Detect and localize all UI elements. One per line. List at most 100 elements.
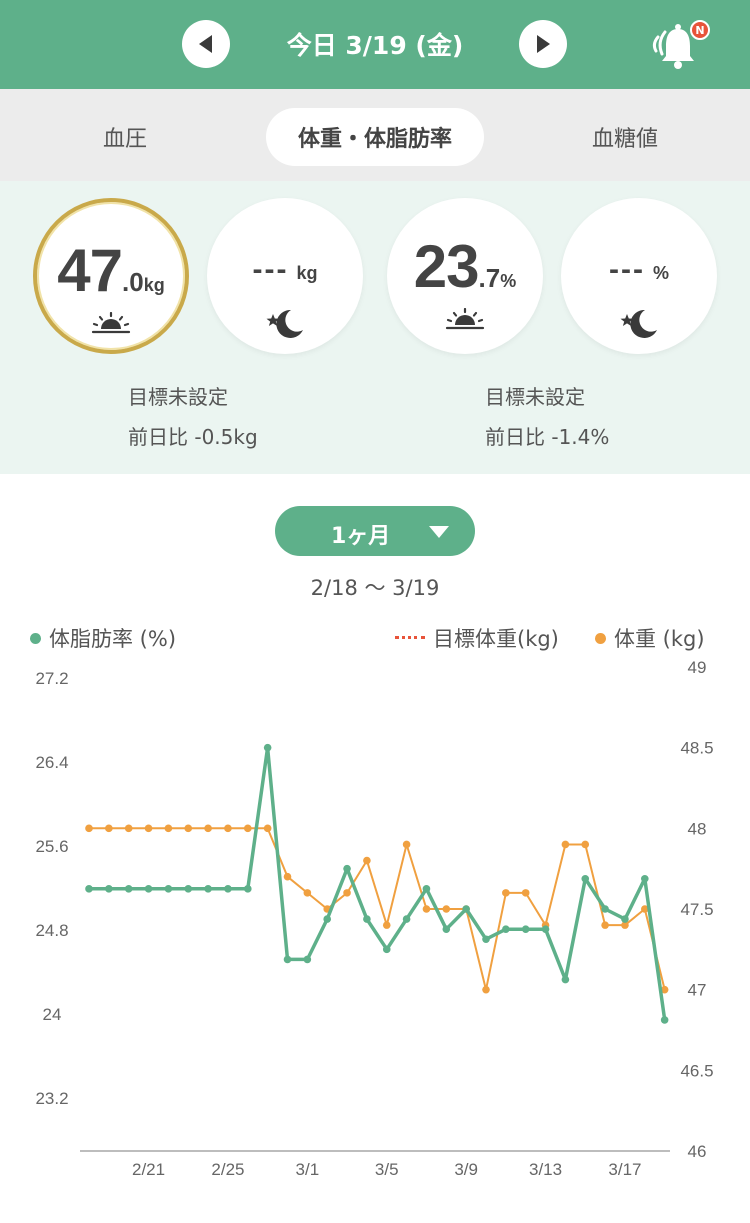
moon-star-icon bbox=[620, 309, 657, 338]
weight-morning-dec: .0 bbox=[122, 267, 144, 297]
right-axis-tick: 48 bbox=[688, 819, 707, 838]
x-axis-tick: 2/25 bbox=[211, 1160, 244, 1179]
bodyfat-data-point bbox=[422, 885, 431, 893]
bodyfat-data-point bbox=[502, 925, 510, 933]
bodyfat-data-point bbox=[263, 743, 272, 752]
next-day-button[interactable] bbox=[519, 20, 567, 68]
x-axis-tick: 2/21 bbox=[132, 1160, 165, 1179]
weight-night-unit: kg bbox=[296, 263, 318, 283]
summary-panel: 47.0kg --- kg 23.7% bbox=[0, 181, 750, 474]
notification-button[interactable]: N bbox=[645, 20, 710, 70]
bodyfat-data-point bbox=[184, 885, 193, 893]
weight-data-point bbox=[382, 921, 391, 929]
weight-data-point bbox=[482, 985, 490, 994]
bodyfat-data-point bbox=[561, 975, 570, 984]
notification-badge: N bbox=[690, 20, 710, 40]
bodyfat-night-circle[interactable]: ---% bbox=[561, 198, 717, 354]
bodyfat-morning-circle[interactable]: 23.7% bbox=[387, 198, 543, 354]
bodyfat-goal-text: 目標未設定 bbox=[485, 385, 585, 409]
x-axis-tick: 3/13 bbox=[529, 1160, 562, 1179]
bodyfat-data-point bbox=[641, 874, 649, 883]
tab-blood-glucose[interactable]: 血糖値 bbox=[591, 127, 658, 152]
right-axis-tick: 47.5 bbox=[680, 900, 713, 919]
bodyfat-data-point bbox=[343, 864, 351, 873]
weight-data-point bbox=[621, 921, 629, 929]
left-axis-tick: 27.2 bbox=[35, 669, 68, 688]
weight-data-point bbox=[660, 985, 669, 994]
prev-day-button[interactable] bbox=[182, 20, 230, 68]
bodyfat-data-point bbox=[283, 955, 292, 964]
triangle-right-icon bbox=[537, 35, 550, 53]
weight-data-point bbox=[204, 824, 212, 833]
weight-data-point bbox=[641, 905, 649, 913]
left-axis-tick: 24.8 bbox=[35, 921, 68, 940]
weight-goal-text: 目標未設定 bbox=[128, 385, 228, 409]
weight-data-point bbox=[244, 824, 252, 833]
bodyfat-data-point bbox=[482, 935, 490, 944]
tab-weight-bodyfat[interactable]: 体重・体脂肪率 bbox=[266, 108, 484, 166]
weight-data-point bbox=[402, 840, 411, 849]
weight-data-point bbox=[442, 905, 451, 913]
weight-data-point bbox=[502, 889, 510, 897]
period-dropdown[interactable]: 1ヶ月 bbox=[275, 506, 475, 556]
bodyfat-morning-unit: % bbox=[500, 271, 517, 291]
legend-weight: 体重 (kg) bbox=[595, 623, 705, 653]
weight-data-point bbox=[164, 824, 173, 833]
bodyfat-data-point bbox=[541, 925, 550, 933]
left-axis-tick: 24 bbox=[43, 1005, 62, 1024]
bodyfat-data-point bbox=[581, 874, 590, 883]
bodyfat-data-point bbox=[164, 885, 173, 893]
x-axis-tick: 3/1 bbox=[296, 1160, 320, 1179]
bodyfat-data-point bbox=[85, 885, 93, 893]
legend-dot-icon bbox=[30, 632, 41, 644]
weight-data-point bbox=[521, 889, 530, 897]
bodyfat-data-point bbox=[382, 945, 391, 954]
right-axis-tick: 48.5 bbox=[680, 739, 713, 758]
left-axis-tick: 23.2 bbox=[35, 1089, 68, 1108]
chevron-down-icon bbox=[429, 526, 449, 538]
weight-data-point bbox=[144, 824, 153, 833]
weight-night-circle[interactable]: --- kg bbox=[207, 198, 363, 354]
bodyfat-data-point bbox=[204, 885, 212, 893]
date-range: 2/18 〜 3/19 bbox=[310, 576, 440, 600]
legend-bodyfat: 体脂肪率 (%) bbox=[30, 623, 176, 653]
bodyfat-night-unit: % bbox=[652, 263, 669, 283]
weight-morning-unit: kg bbox=[143, 275, 165, 295]
legend-dot-icon bbox=[595, 632, 606, 644]
bodyfat-data-point bbox=[660, 1016, 669, 1024]
bodyfat-morning-dec: .7 bbox=[478, 263, 501, 293]
bodyfat-series-line bbox=[89, 745, 667, 1021]
bodyfat-data-point bbox=[224, 885, 232, 893]
weight-data-point bbox=[581, 840, 590, 849]
right-axis-tick: 47 bbox=[688, 981, 707, 1000]
bodyfat-morning-int: 23 bbox=[413, 233, 480, 300]
weight-bodyfat-chart: 27.2 26.4 25.6 24.8 24 23.2 49 48.5 48 47.5 47 46.5… bbox=[35, 658, 713, 1179]
weight-data-point bbox=[561, 840, 570, 849]
bodyfat-data-point bbox=[601, 905, 609, 913]
bodyfat-data-point bbox=[105, 885, 113, 893]
bodyfat-data-point bbox=[442, 925, 451, 933]
legend-dashline-icon bbox=[395, 635, 425, 639]
bodyfat-data-point bbox=[462, 905, 470, 913]
period-label: 1ヶ月 bbox=[331, 524, 391, 549]
weight-data-point bbox=[224, 824, 232, 833]
weight-diff-text: 前日比 -0.5kg bbox=[128, 425, 258, 449]
weight-data-point bbox=[422, 905, 431, 913]
x-axis-tick: 3/5 bbox=[375, 1160, 399, 1179]
left-axis-tick: 26.4 bbox=[35, 753, 68, 772]
tab-blood-pressure[interactable]: 血圧 bbox=[102, 127, 147, 152]
weight-morning-circle[interactable]: 47.0kg bbox=[33, 198, 189, 354]
weight-data-point bbox=[283, 872, 292, 881]
left-axis-tick: 25.6 bbox=[35, 837, 68, 856]
weight-morning-int: 47 bbox=[57, 237, 123, 304]
page-title: 今日 3/19 (金) bbox=[286, 31, 464, 60]
bodyfat-night-value: --- bbox=[609, 253, 645, 286]
weight-data-point bbox=[363, 856, 371, 865]
bodyfat-data-point bbox=[124, 885, 133, 893]
bodyfat-data-point bbox=[303, 955, 312, 964]
weight-data-point bbox=[124, 824, 133, 833]
triangle-left-icon bbox=[199, 35, 212, 53]
bodyfat-data-point bbox=[144, 885, 153, 893]
weight-data-point bbox=[184, 824, 193, 833]
weight-data-point bbox=[343, 889, 351, 897]
